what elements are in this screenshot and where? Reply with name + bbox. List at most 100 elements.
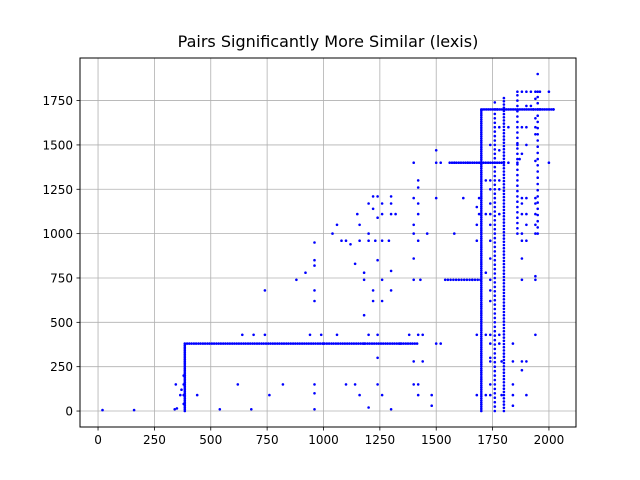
data-point	[536, 151, 539, 155]
data-point	[391, 342, 394, 345]
data-point	[493, 161, 497, 164]
data-point	[489, 212, 492, 216]
data-point	[502, 167, 506, 170]
data-point	[493, 272, 497, 275]
data-point	[525, 223, 528, 227]
data-point	[493, 196, 497, 200]
data-point	[480, 113, 483, 117]
data-point	[502, 96, 506, 100]
data-point	[502, 195, 506, 199]
data-point	[512, 108, 516, 111]
data-point	[199, 342, 202, 345]
data-point	[502, 163, 506, 167]
data-point	[480, 171, 483, 174]
data-point	[480, 258, 483, 262]
data-point	[502, 304, 506, 308]
data-point	[480, 282, 483, 285]
data-point	[480, 188, 483, 191]
data-point	[516, 221, 519, 225]
data-point	[253, 342, 256, 345]
data-point	[183, 344, 187, 347]
data-point	[224, 342, 227, 345]
data-point	[367, 232, 370, 235]
data-point	[465, 278, 469, 282]
data-point	[376, 333, 379, 337]
data-point	[241, 333, 244, 337]
data-point	[493, 316, 497, 320]
data-point	[536, 114, 539, 117]
data-point	[534, 133, 537, 136]
data-point	[520, 212, 524, 216]
y-tick-label: 750	[50, 271, 73, 285]
data-point	[480, 196, 483, 200]
data-point	[552, 108, 555, 111]
data-point	[493, 108, 497, 111]
data-point	[262, 342, 266, 345]
data-point	[502, 170, 506, 173]
data-point	[183, 397, 187, 400]
data-point	[257, 342, 261, 345]
data-point	[516, 189, 519, 193]
data-point	[313, 258, 316, 262]
data-point	[183, 370, 187, 374]
data-point	[183, 358, 187, 361]
data-point	[502, 333, 506, 336]
data-point	[502, 381, 506, 384]
data-point	[353, 383, 357, 386]
data-point	[516, 108, 519, 111]
data-point	[490, 108, 494, 111]
data-point	[536, 207, 539, 211]
data-point	[480, 348, 483, 351]
data-point	[480, 124, 483, 128]
data-point	[502, 374, 506, 378]
data-point	[480, 126, 483, 130]
chart-title: Pairs Significantly More Similar (lexis)	[177, 32, 479, 51]
data-point	[493, 347, 497, 351]
data-point	[480, 371, 483, 375]
data-point	[519, 108, 523, 111]
data-point	[493, 210, 497, 213]
data-point	[183, 351, 187, 354]
data-point	[498, 161, 501, 164]
data-point	[358, 239, 361, 242]
data-point	[484, 393, 488, 397]
data-point	[536, 176, 539, 179]
data-point	[459, 161, 463, 164]
data-point	[489, 188, 492, 191]
data-point	[544, 108, 548, 111]
data-point	[246, 342, 250, 345]
data-point	[480, 339, 483, 343]
data-point	[516, 143, 519, 147]
data-point	[356, 212, 359, 216]
data-point	[430, 404, 434, 408]
data-point	[500, 360, 503, 363]
data-point	[228, 342, 232, 345]
data-point	[233, 342, 236, 345]
data-point	[480, 303, 483, 306]
data-point	[502, 329, 506, 333]
data-point	[480, 192, 483, 196]
data-point	[316, 342, 320, 345]
data-point	[343, 342, 347, 345]
data-point	[480, 250, 483, 253]
data-point	[502, 259, 506, 263]
data-point	[389, 408, 393, 411]
data-point	[493, 285, 497, 289]
data-point	[495, 161, 499, 164]
data-point	[179, 393, 182, 397]
data-point	[289, 342, 293, 345]
data-point	[480, 245, 483, 249]
data-point	[528, 108, 532, 111]
data-point	[416, 393, 420, 397]
data-point	[534, 212, 537, 216]
data-point	[507, 108, 510, 111]
data-point	[278, 342, 281, 345]
data-point	[381, 342, 385, 345]
data-point	[502, 288, 506, 292]
data-point	[534, 232, 537, 235]
data-point	[493, 183, 497, 187]
x-tick-label: 1000	[308, 433, 339, 447]
data-point	[480, 233, 483, 236]
data-point	[371, 299, 375, 303]
